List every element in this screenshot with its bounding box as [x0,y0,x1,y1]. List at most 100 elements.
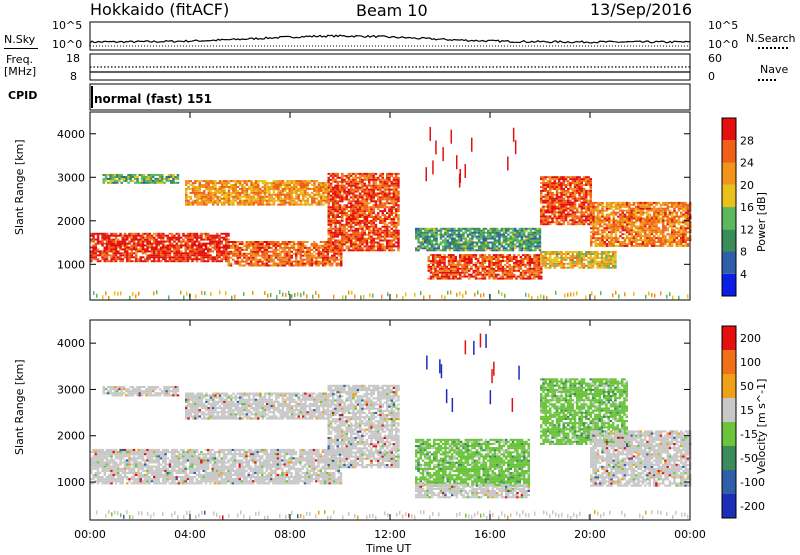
echo-cell [339,210,342,212]
echo-cell [126,239,129,241]
echo-cell [469,243,472,245]
echo-cell [604,221,607,223]
echo-cell [306,249,309,251]
echo-cell [504,264,507,266]
echo-cell [388,245,391,247]
echo-cell [187,237,190,239]
echo-cell [373,191,376,193]
echo-cell [388,212,391,214]
echo-cell [115,248,118,250]
echo-cell [119,260,122,262]
echo-cell [259,251,262,253]
echo-cell [539,247,542,249]
echo-cell [226,186,229,188]
echo-cell [255,241,258,243]
echo-cell [468,270,471,272]
echo-cell [479,254,482,256]
echo-cell [337,193,340,195]
echo-cell [203,204,206,206]
echo-cell [300,190,303,192]
echo-cell [549,221,552,223]
echo-cell [488,268,491,270]
echo-cell [604,227,607,229]
echo-cell [442,228,445,230]
echo-cell [115,260,118,262]
echo-cell [428,268,431,270]
echo-cell [375,200,378,202]
echo-cell [328,247,331,249]
echo-cell [127,174,130,176]
echo-cell [601,221,604,223]
echo-cell [388,187,391,189]
echo-cell [466,260,469,262]
echo-cell [536,254,539,256]
echo-cell [576,200,579,202]
echo-cell [192,188,195,190]
echo-cell [125,178,128,180]
echo-cell [355,212,358,214]
echo-cell [297,265,300,267]
echo-cell [382,177,385,179]
echo-cell [223,237,226,239]
echo-cell [320,182,323,184]
echo-cell [377,189,380,191]
echo-cell [273,180,276,182]
echo-cell [297,253,300,255]
echo-cell [567,204,570,206]
echo-cell [191,237,194,239]
echo-cell [424,238,427,240]
echo-cell [330,173,333,175]
echo-cell [92,239,95,241]
echo-cell [208,202,211,204]
echo-cell [590,231,593,233]
echo-cell [331,259,334,261]
echo-cell [391,202,394,204]
echo-cell [248,198,251,200]
echo-cell [359,175,362,177]
echo-cell [489,249,492,251]
echo-cell [191,233,194,235]
echo-cell [207,256,210,258]
echo-cell [388,226,391,228]
echo-cell [341,189,344,191]
echo-cell [273,188,276,190]
echo-cell [339,195,342,197]
echo-cell [610,225,613,227]
echo-cell [578,206,581,208]
echo-cell [304,259,307,261]
echo-cell [366,245,369,247]
echo-cell [487,236,490,238]
echo-cell [595,208,598,210]
echo-cell [289,188,292,190]
echo-cell [248,259,251,261]
echo-cell [318,192,321,194]
echo-cell [484,278,487,280]
echo-cell [230,180,233,182]
echo-cell [126,248,129,250]
echo-cell [554,204,557,206]
echo-cell [435,243,438,245]
echo-cell [289,184,292,186]
echo-cell [379,173,382,175]
echo-cell [391,240,394,242]
echo-cell [393,222,396,224]
echo-cell [538,268,541,270]
echo-cell [257,180,260,182]
echo-cell [451,234,454,236]
echo-cell [232,204,235,206]
echo-cell [293,184,296,186]
echo-cell [366,238,369,240]
echo-cell [223,186,226,188]
echo-cell [507,230,510,232]
echo-cell [485,236,488,238]
echo-cell [587,200,590,202]
echo-cell [530,228,533,230]
echo-cell [241,255,244,257]
echo-cell [357,195,360,197]
echo-cell [221,252,224,254]
echo-cell [379,191,382,193]
echo-cell [218,245,221,247]
echo-cell [469,242,472,244]
echo-cell [128,258,131,260]
echo-cell [491,270,494,272]
